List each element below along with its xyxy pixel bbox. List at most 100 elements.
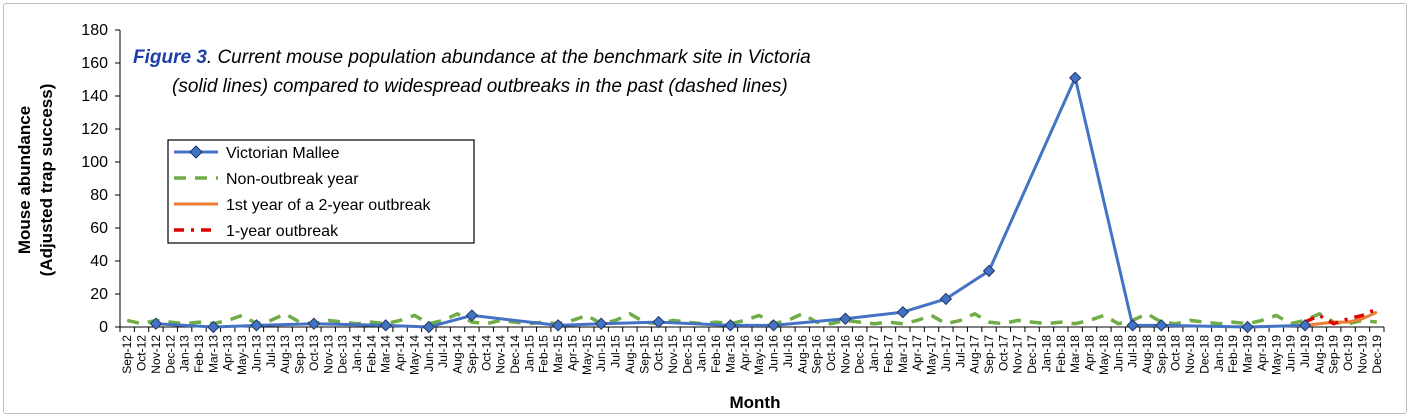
x-tick-label: Feb-17 — [881, 335, 895, 373]
x-tick-label: Nov-15 — [666, 335, 680, 374]
data-point-victorian-mallee — [1155, 319, 1168, 332]
x-tick-label: Aug-19 — [1312, 335, 1326, 374]
x-tick-label: Oct-19 — [1341, 335, 1355, 371]
data-point-victorian-mallee — [379, 319, 392, 332]
x-tick-label: Aug-16 — [795, 335, 809, 374]
x-tick-label: Jul-13 — [264, 335, 278, 368]
x-tick-label: Sep-15 — [637, 335, 651, 374]
x-tick-label: Sep-16 — [810, 335, 824, 374]
title-text-line1: . Current mouse population abundance at … — [207, 47, 811, 68]
x-tick-label: Aug-18 — [1140, 335, 1154, 374]
x-tick-label: Apr-16 — [738, 335, 752, 371]
x-tick-label: Sep-17 — [982, 335, 996, 374]
x-tick-label: Jun-13 — [249, 335, 263, 372]
x-tick-label: Aug-14 — [451, 335, 465, 374]
y-tick-label: 120 — [81, 121, 108, 138]
data-point-victorian-mallee — [307, 317, 321, 330]
x-tick-label: May-19 — [1269, 335, 1283, 375]
y-tick-label: 20 — [90, 286, 108, 303]
x-tick-label: Apr-14 — [393, 335, 407, 371]
series-line-1st-year-of-a-2-year-outbreak — [1304, 310, 1378, 327]
figure-label: Figure 3 — [133, 47, 207, 68]
x-tick-label: Jan-19 — [1212, 335, 1226, 372]
x-tick-label: Sep-14 — [465, 335, 479, 374]
x-tick-label: Aug-15 — [623, 335, 637, 374]
x-tick-label: Mar-16 — [723, 335, 737, 373]
x-tick-label: Mar-14 — [379, 335, 393, 373]
data-point-victorian-mallee — [465, 309, 479, 322]
x-tick-label: Jan-14 — [350, 335, 364, 372]
x-tick-label: May-13 — [235, 335, 249, 375]
data-point-victorian-mallee — [724, 319, 737, 332]
x-tick-label: Mar-18 — [1068, 335, 1082, 373]
x-tick-label: Feb-14 — [364, 335, 378, 373]
x-tick-label: May-15 — [580, 335, 594, 375]
x-tick-label: Nov-18 — [1183, 335, 1197, 374]
x-tick-label: Jun-19 — [1284, 335, 1298, 372]
x-tick-label: Sep-18 — [1154, 335, 1168, 374]
x-tick-label: Jan-15 — [522, 335, 536, 372]
x-tick-label: Jan-13 — [178, 335, 192, 372]
x-tick-label: Dec-14 — [508, 335, 522, 374]
y-tick-label: 0 — [99, 319, 108, 336]
legend-box — [167, 139, 475, 244]
x-tick-label: Apr-17 — [910, 335, 924, 371]
x-tick-label: Nov-14 — [494, 335, 508, 374]
x-tick-label: Feb-18 — [1054, 335, 1068, 373]
y-tick-label: 140 — [81, 88, 108, 105]
legend-item-victorian-mallee: Victorian Mallee — [174, 145, 340, 162]
x-tick-label: Dec-13 — [336, 335, 350, 374]
x-tick-label: Oct-15 — [652, 335, 666, 371]
data-point-victorian-mallee — [939, 292, 953, 306]
x-tick-label: Nov-13 — [321, 335, 335, 374]
x-tick-label: Jul-17 — [953, 335, 967, 368]
y-axis: 0 20 40 60 80 100 120 140 160 180 — [81, 22, 121, 336]
data-point-victorian-mallee — [1068, 71, 1082, 85]
data-point-victorian-mallee — [1126, 319, 1139, 332]
x-tick-label: Mar-15 — [551, 335, 565, 373]
chart-title-line2: (solid lines) compared to widespread out… — [172, 76, 788, 97]
x-tick-label: Feb-19 — [1226, 335, 1240, 373]
x-tick-label: Nov-17 — [1011, 335, 1025, 374]
data-point-victorian-mallee — [149, 317, 163, 330]
x-tick-label: Dec-16 — [853, 335, 867, 374]
series-layer — [126, 71, 1378, 334]
x-tick-label: Jun-15 — [594, 335, 608, 372]
x-tick-label: Oct-18 — [1169, 335, 1183, 371]
x-tick-label: Nov-16 — [838, 335, 852, 374]
data-point-victorian-mallee — [551, 319, 565, 332]
x-tick-label: Jan-18 — [1039, 335, 1053, 372]
y-tick-label: 100 — [81, 154, 108, 171]
x-tick-label: Apr-15 — [565, 335, 579, 371]
data-point-victorian-mallee — [896, 305, 910, 319]
x-tick-label: Aug-13 — [278, 335, 292, 374]
chart-title-line1: Figure 3. Current mouse population abund… — [133, 47, 811, 68]
x-tick-label: Oct-12 — [135, 335, 149, 371]
x-tick-label: Jul-16 — [781, 335, 795, 368]
x-tick-label: Sep-19 — [1327, 335, 1341, 374]
legend-label-victorian-mallee: Victorian Mallee — [226, 145, 340, 162]
x-tick-label: Sep-13 — [293, 335, 307, 374]
x-tick-label: Oct-16 — [824, 335, 838, 371]
x-tick-label: May-17 — [925, 335, 939, 375]
x-tick-label: Jun-14 — [422, 335, 436, 372]
legend-marker-victorian-mallee — [189, 145, 203, 159]
legend-label-1yr-outbreak: 1-year outbreak — [226, 223, 339, 240]
data-point-victorian-mallee — [652, 315, 665, 329]
x-tick-label: Jul-14 — [436, 335, 450, 368]
x-tick-label: Jan-16 — [695, 335, 709, 372]
legend-label-2yr-outbreak: 1st year of a 2-year outbreak — [226, 197, 432, 214]
x-tick-label: Feb-15 — [537, 335, 551, 373]
x-tick-label: Jul-15 — [609, 335, 623, 368]
x-tick-label: Jan-17 — [867, 335, 881, 372]
x-tick-label: Jul-19 — [1298, 335, 1312, 368]
x-tick-label: Dec-19 — [1370, 335, 1384, 374]
y-axis-title-line1: Mouse abundance — [15, 106, 34, 254]
y-axis-title-line2: (Adjusted trap success) — [37, 84, 56, 277]
x-tick-label: Oct-13 — [307, 335, 321, 371]
x-tick-label: Dec-12 — [163, 335, 177, 374]
legend-item-1yr-outbreak: 1-year outbreak — [174, 223, 339, 240]
legend-label-non-outbreak: Non-outbreak year — [226, 171, 359, 188]
x-tick-label: May-14 — [407, 335, 421, 375]
